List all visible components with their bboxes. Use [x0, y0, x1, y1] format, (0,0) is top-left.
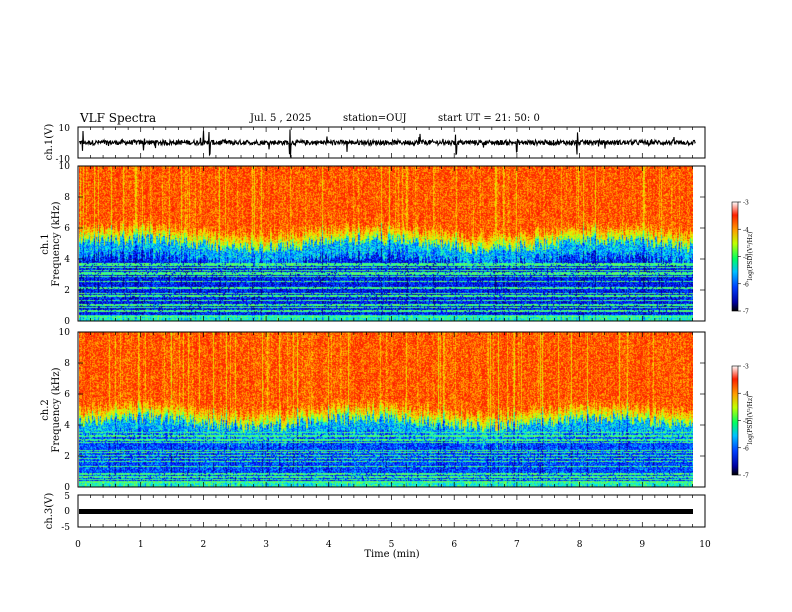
- y-tick-label: 0: [64, 483, 70, 493]
- y-tick-label: 10: [59, 328, 71, 338]
- ch2-colorbar: [731, 365, 739, 476]
- y-tick-label: 8: [64, 193, 70, 203]
- x-tick-label: 0: [75, 540, 81, 550]
- x-tick-label: 7: [514, 540, 520, 550]
- x-tick-label: 1: [138, 540, 144, 550]
- ch1-colorbar: [731, 201, 739, 312]
- y-tick-label: 10: [59, 162, 71, 172]
- ch1-ytick-label: -10: [56, 155, 71, 165]
- x-tick-label: 3: [263, 540, 269, 550]
- y-tick-label: 4: [64, 255, 70, 265]
- y-tick-label: 2: [64, 286, 70, 296]
- y-tick-label: 4: [64, 421, 70, 431]
- ch3-frame: [77, 494, 706, 528]
- y-tick-label: 6: [64, 390, 70, 400]
- ch1-spec-frame: [77, 165, 706, 322]
- x-tick-label: 6: [451, 540, 457, 550]
- ch2-spec-frame: [77, 331, 706, 488]
- y-tick-label: 6: [64, 224, 70, 234]
- ch2-colorbar-label: log(PSD)(V²/Hz): [747, 396, 754, 445]
- ch3-ytick-label: 0: [64, 507, 70, 517]
- ch3-ytick-label: -5: [61, 523, 70, 533]
- ch3-ylabel: ch.3(V): [44, 493, 55, 530]
- date-label: Jul. 5 , 2025: [250, 113, 312, 124]
- colorbar-tick-label: -3: [743, 200, 749, 207]
- ch3-waveform-panel: 5 0 -5 ch.3(V): [44, 492, 706, 533]
- y-tick-label: 0: [64, 317, 70, 327]
- ch2-ylabel-channel: ch.2: [40, 399, 51, 421]
- ch2-ylabel-frequency: Frequency (kHz): [51, 367, 62, 452]
- ch3-waveform-line: [79, 509, 693, 514]
- ch1-ylabel-frequency: Frequency (kHz): [51, 201, 62, 286]
- station-label: station=OUJ: [343, 113, 407, 124]
- x-tick-label: 8: [577, 540, 583, 550]
- ch1-colorbar-label: log(PSD)(V²/Hz): [747, 232, 754, 281]
- ch1-ytick-label: 10: [59, 124, 71, 134]
- y-tick-label: 2: [64, 452, 70, 462]
- ch2-spectrogram-image: [79, 332, 693, 487]
- x-tick-label: 4: [326, 540, 332, 550]
- ch1-ylabel: ch.1(V): [44, 124, 55, 161]
- x-tick-label: 2: [201, 540, 207, 550]
- ch1-ylabel-channel: ch.1: [40, 233, 51, 255]
- colorbar-tick-label: -7: [743, 473, 749, 480]
- colorbar-tick-label: -4: [743, 391, 749, 398]
- ch1-waveform-line: [78, 129, 696, 158]
- colorbar-tick-label: -7: [743, 309, 749, 316]
- x-tick-label: 10: [699, 540, 711, 550]
- x-axis-label: Time (min): [364, 549, 419, 560]
- x-tick-label: 5: [389, 540, 395, 550]
- ch3-ytick-label: 5: [64, 492, 70, 502]
- colorbar-tick-label: -3: [743, 364, 749, 371]
- chart-title: VLF Spectra: [80, 111, 157, 125]
- colorbar-tick-label: -5: [743, 418, 749, 425]
- y-tick-label: 8: [64, 359, 70, 369]
- x-tick-label: 9: [639, 540, 645, 550]
- colorbar-tick-label: -5: [743, 254, 749, 261]
- ch1-spectrogram-image: [79, 166, 693, 321]
- ch1-frame: [77, 126, 706, 159]
- start-time-label: start UT = 21: 50: 0: [438, 113, 540, 124]
- ch1-waveform-panel: 10 -10 ch.1(V): [44, 124, 706, 165]
- colorbar-tick-label: -6: [743, 281, 749, 288]
- colorbar-tick-label: -6: [743, 445, 749, 452]
- colorbar-tick-label: -4: [743, 227, 749, 234]
